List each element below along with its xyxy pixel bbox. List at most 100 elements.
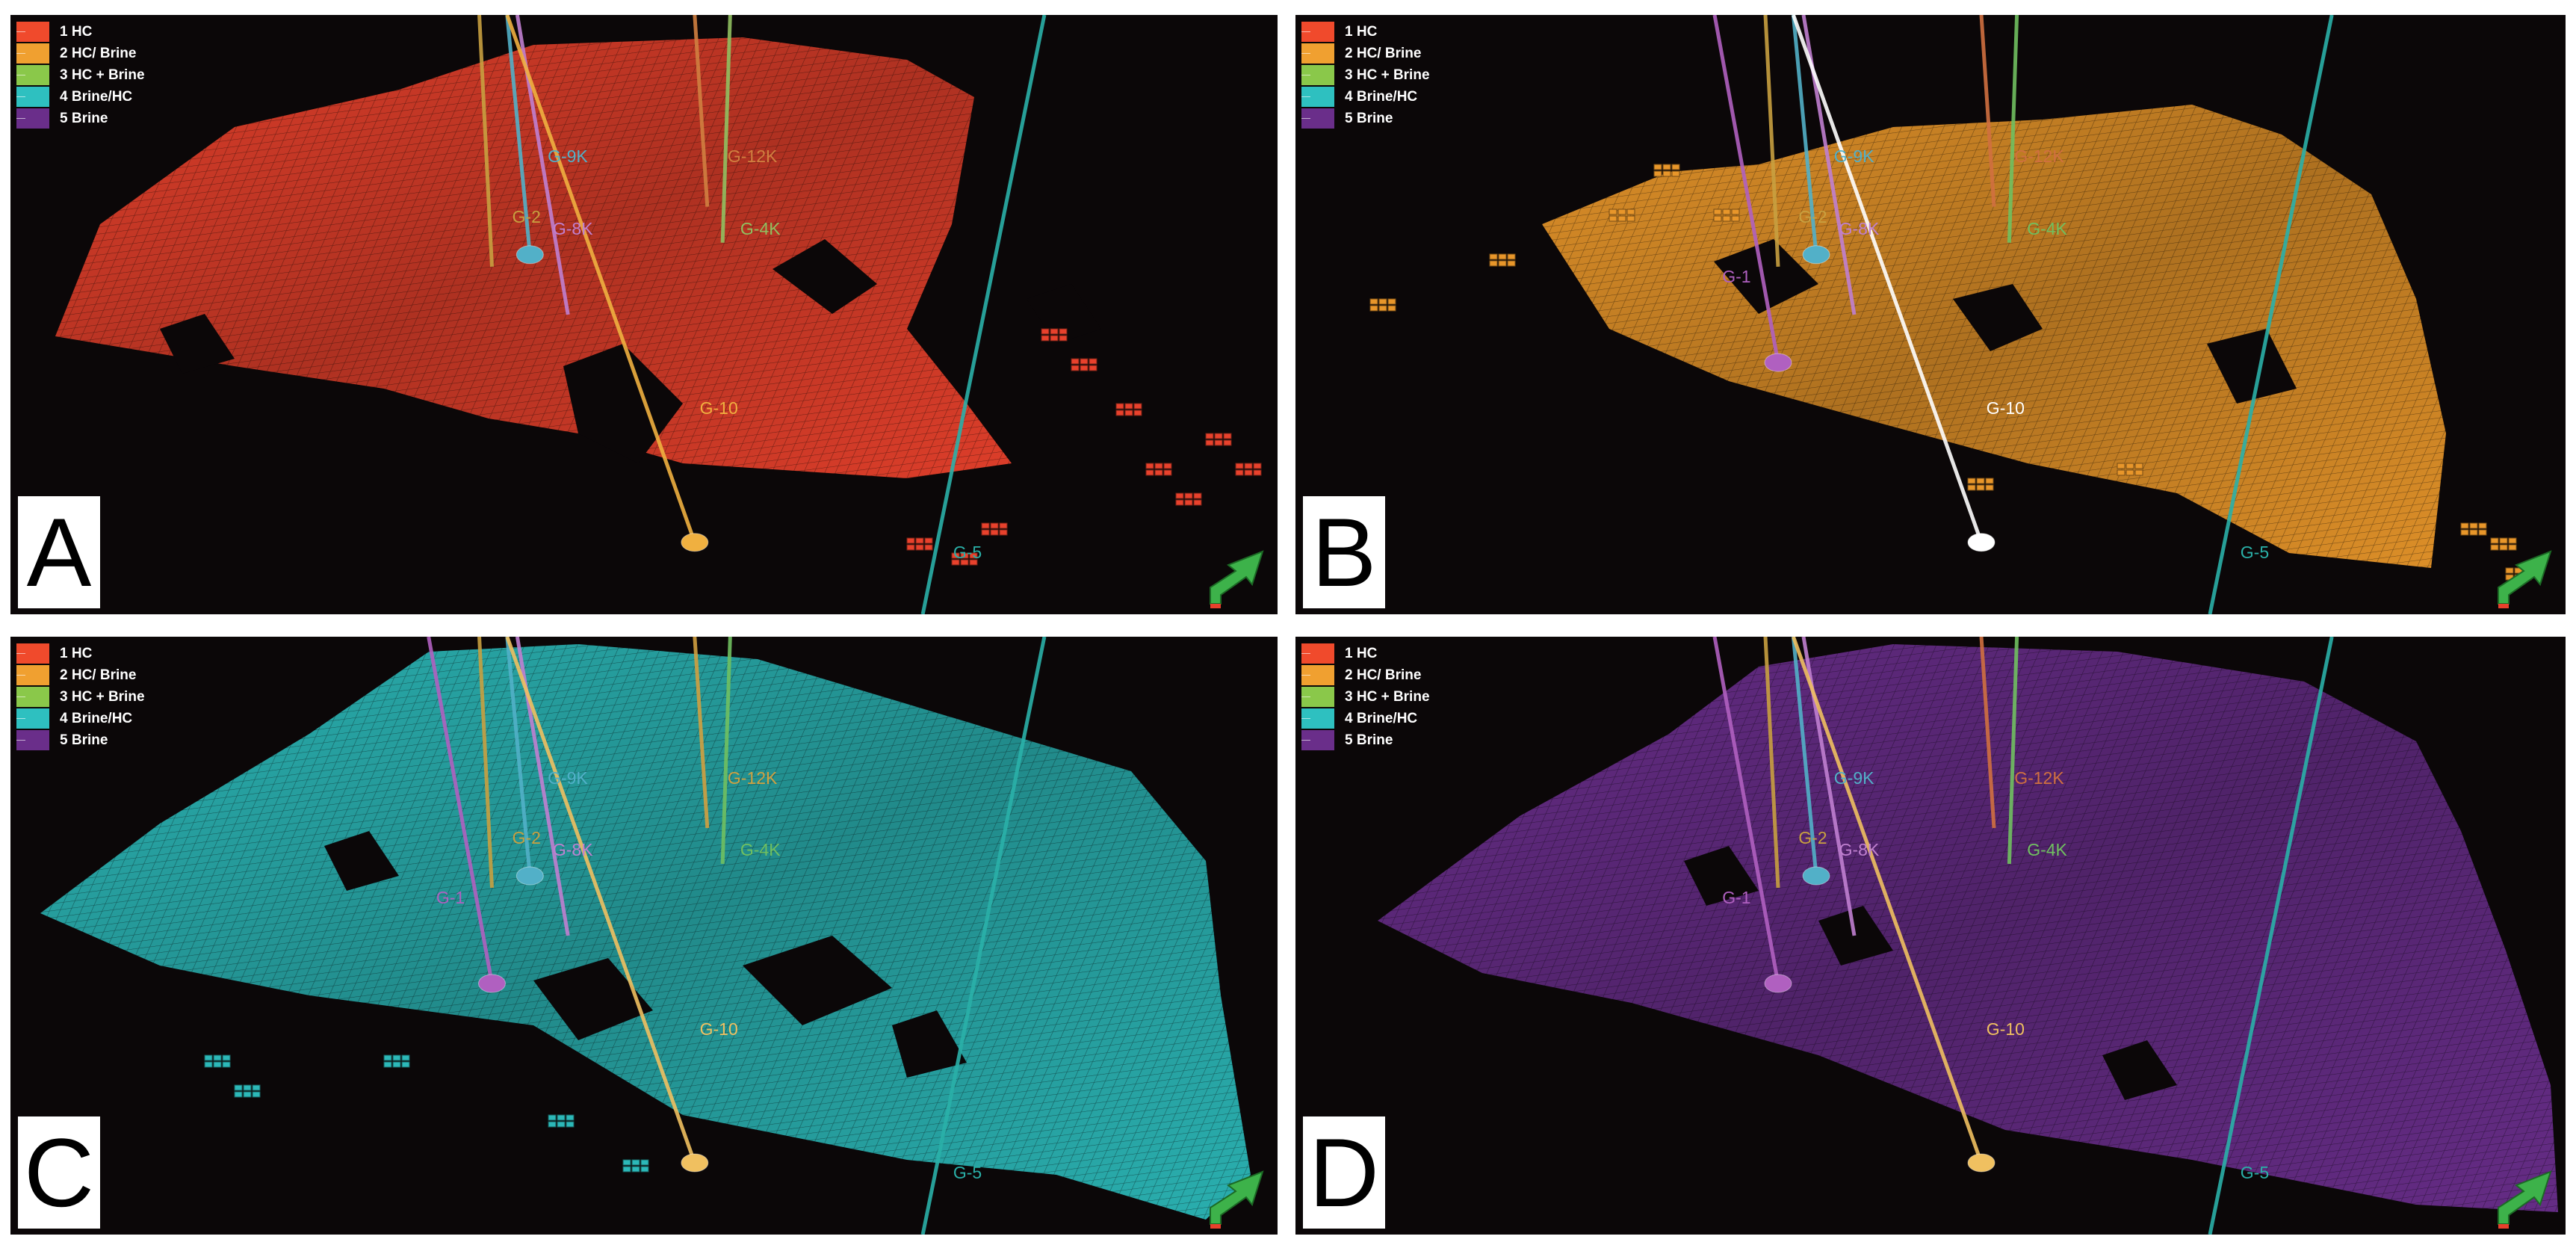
well-trajectory-g4k xyxy=(720,637,732,865)
isolated-cell xyxy=(392,1054,401,1061)
isolated-cell xyxy=(557,1121,566,1128)
isolated-cell xyxy=(1059,328,1068,335)
legend-swatch xyxy=(16,730,49,750)
isolated-cell xyxy=(1626,215,1635,222)
isolated-cell xyxy=(1253,469,1262,476)
isolated-cell xyxy=(1163,463,1172,469)
isolated-cell xyxy=(1089,358,1097,365)
surface-gap xyxy=(1953,284,2043,351)
isolated-cell xyxy=(1050,335,1059,342)
north-arrow-icon xyxy=(2498,550,2552,608)
isolated-cell xyxy=(1133,403,1142,410)
isolated-cell xyxy=(2490,544,2499,551)
legend-swatch xyxy=(1301,730,1334,750)
isolated-cell xyxy=(1609,208,1617,215)
isolated-cell xyxy=(631,1166,640,1173)
isolated-cell xyxy=(1133,410,1142,416)
panel-d: G-9K G-12K G-2 G-8K G-4K G-1 G-10 G-5 1 HC 2 HC/ … xyxy=(1295,637,2566,1235)
reservoir-3d-view xyxy=(40,637,1251,1235)
isolated-cell xyxy=(566,1121,575,1128)
isolated-cell xyxy=(1498,253,1507,260)
isolated-cell xyxy=(1223,433,1232,439)
isolated-cell xyxy=(213,1061,222,1068)
legend-item: 4 Brine/HC xyxy=(16,708,145,729)
isolated-cell xyxy=(1193,499,1202,506)
legend-item: 3 HC + Brine xyxy=(1301,686,1430,708)
legend-item: 2 HC/ Brine xyxy=(1301,43,1430,64)
well-marker-g9k xyxy=(1802,866,1830,886)
well-label-g1: G-1 xyxy=(1722,266,1751,286)
isolated-cell xyxy=(1653,170,1662,177)
isolated-cell xyxy=(915,544,924,551)
well-marker-g9k xyxy=(515,245,544,265)
well-label-g8k: G-8K xyxy=(1839,840,1880,859)
well-label-g8k: G-8K xyxy=(552,840,593,859)
well-label-g2: G-2 xyxy=(1798,206,1827,226)
isolated-cell xyxy=(2478,522,2487,529)
well-trajectory-g12k xyxy=(1979,637,1996,829)
legend-label: 5 Brine xyxy=(60,732,108,748)
surface-shading xyxy=(40,644,1251,1220)
well-trajectory-g1 xyxy=(1712,637,1780,984)
well-marker-g10 xyxy=(681,1153,709,1173)
isolated-cell xyxy=(234,1084,243,1091)
legend-swatch xyxy=(1301,643,1334,664)
isolated-cell xyxy=(548,1114,557,1121)
isolated-cell xyxy=(392,1061,401,1068)
well-trajectory-g10 xyxy=(1792,637,1984,1164)
isolated-cell xyxy=(1662,170,1671,177)
legend-item: 1 HC xyxy=(16,21,145,43)
legend-item: 2 HC/ Brine xyxy=(1301,664,1430,686)
isolated-cell xyxy=(1722,215,1731,222)
isolated-cell xyxy=(1163,469,1172,476)
panel-b: G-9K G-12K G-2 G-8K G-4K G-1 G-10 G-5 1 HC 2 HC/ … xyxy=(1295,15,2566,614)
legend-swatch xyxy=(16,708,49,729)
well-marker-g10 xyxy=(1967,1153,1996,1173)
isolated-cell xyxy=(1244,469,1253,476)
isolated-cell xyxy=(222,1061,231,1068)
facies-legend: 1 HC 2 HC/ Brine 3 HC + Brine 4 Brine/HC 5 B… xyxy=(1301,21,1430,129)
legend-item: 2 HC/ Brine xyxy=(16,664,145,686)
legend-label: 5 Brine xyxy=(1345,110,1393,126)
isolated-cell xyxy=(1071,365,1080,371)
well-label-g12k: G-12K xyxy=(2014,768,2064,788)
surface-gap xyxy=(892,1010,967,1078)
isolated-cell xyxy=(2508,544,2517,551)
legend-swatch xyxy=(1301,108,1334,129)
well-label-g9k: G-9K xyxy=(1833,768,1874,788)
well-trajectory-g4k xyxy=(2007,637,2019,865)
isolated-cell xyxy=(1671,170,1680,177)
isolated-cell xyxy=(252,1084,261,1091)
isolated-cell xyxy=(1671,164,1680,170)
legend-item: 3 HC + Brine xyxy=(16,64,145,86)
well-marker-g10 xyxy=(1967,533,1996,552)
isolated-cell xyxy=(1731,208,1740,215)
legend-item: 2 HC/ Brine xyxy=(16,43,145,64)
legend-swatch xyxy=(16,643,49,664)
isolated-cell xyxy=(1976,478,1985,484)
reservoir-3d-view xyxy=(55,15,1262,614)
isolated-cell xyxy=(2469,529,2478,536)
legend-label: 4 Brine/HC xyxy=(60,710,133,726)
legend-label: 2 HC/ Brine xyxy=(60,667,137,683)
well-label-g4k: G-4K xyxy=(740,840,781,859)
isolated-cell xyxy=(2134,463,2143,469)
surface-gap xyxy=(1818,906,1893,966)
isolated-cell xyxy=(2117,463,2125,469)
legend-item: 1 HC xyxy=(16,643,145,664)
well-trajectory-g5 xyxy=(920,637,1047,1235)
panel-letter: B xyxy=(1303,496,1385,608)
isolated-cell xyxy=(1976,484,1985,491)
isolated-cell xyxy=(1059,335,1068,342)
legend-label: 3 HC + Brine xyxy=(60,688,145,705)
legend-item: 5 Brine xyxy=(16,108,145,129)
isolated-cell xyxy=(401,1061,410,1068)
reservoir-3d-view xyxy=(1369,15,2532,614)
surface-gap xyxy=(743,936,892,1025)
surface-gap xyxy=(1714,239,1818,314)
well-trajectory-g5 xyxy=(920,15,1047,614)
isolated-cell xyxy=(960,552,969,559)
isolated-cell xyxy=(2478,529,2487,536)
well-trajectory-g5 xyxy=(2208,15,2334,614)
well-trajectory-g9k xyxy=(505,15,532,256)
